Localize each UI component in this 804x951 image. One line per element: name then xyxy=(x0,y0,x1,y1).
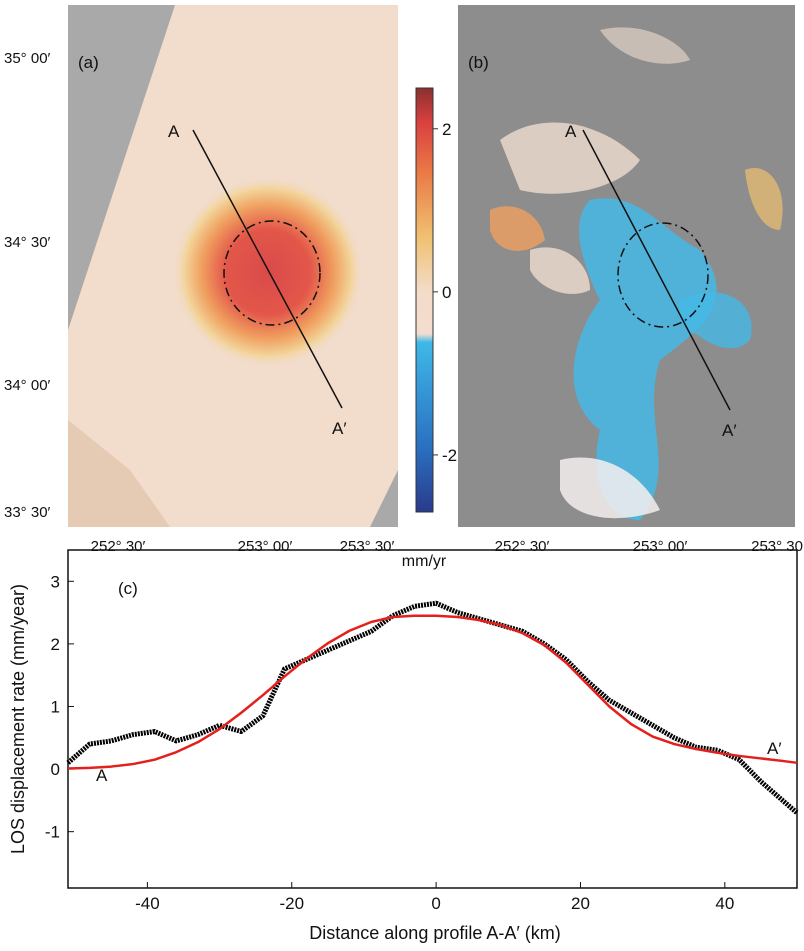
lon-label: 253° 00′ xyxy=(633,538,688,555)
lat-label: 34° 00′ xyxy=(4,377,51,394)
x-axis-label: Distance along profile A-A′ (km) xyxy=(309,923,560,943)
x-tick-label: -40 xyxy=(135,894,160,913)
annotation: A′ xyxy=(767,739,782,758)
y-tick-label: 2 xyxy=(51,635,60,654)
colorbar-tick-label: 2 xyxy=(442,120,451,139)
lon-label: 252° 30′ xyxy=(495,538,550,555)
y-tick-label: 3 xyxy=(51,572,60,591)
x-tick-label: 40 xyxy=(715,894,734,913)
data-line xyxy=(66,600,799,815)
profile-end: A′ xyxy=(722,421,737,440)
y-tick-label: 0 xyxy=(51,760,60,779)
colorbar-tick-label: 0 xyxy=(442,283,451,302)
lon-label: 253° 00′ xyxy=(238,538,293,555)
plot-frame xyxy=(67,549,798,889)
profile-start: A xyxy=(168,122,180,141)
annotation: A xyxy=(96,766,108,785)
colorbar-label: mm/yr xyxy=(402,553,447,570)
lon-label: 253° 30 xyxy=(751,538,803,555)
profile-start: A xyxy=(565,122,577,141)
lat-label: 33° 30′ xyxy=(4,504,51,521)
model-line xyxy=(67,614,798,770)
colorbar-tick-label: -2 xyxy=(442,446,457,465)
lon-label: 253° 30′ xyxy=(340,538,395,555)
map-b: (b) A A′ xyxy=(458,5,795,527)
y-tick-label: 1 xyxy=(51,697,60,716)
panel-label: (b) xyxy=(468,53,489,72)
lon-label: 252° 30′ xyxy=(91,538,146,555)
x-tick-label: 0 xyxy=(431,894,440,913)
y-axis-label: LOS displacement rate (mm/year) xyxy=(8,584,28,854)
colorbar xyxy=(415,87,434,513)
lat-label: 35° 00′ xyxy=(4,50,51,67)
x-tick-label: -20 xyxy=(279,894,304,913)
annotation: (c) xyxy=(118,579,138,598)
map-a: (a) A A′ xyxy=(68,5,398,527)
y-tick-label: -1 xyxy=(45,823,60,842)
lat-label: 34° 30′ xyxy=(4,234,51,251)
profile-end: A′ xyxy=(332,419,347,438)
x-tick-label: 20 xyxy=(571,894,590,913)
panel-label: (a) xyxy=(78,53,99,72)
